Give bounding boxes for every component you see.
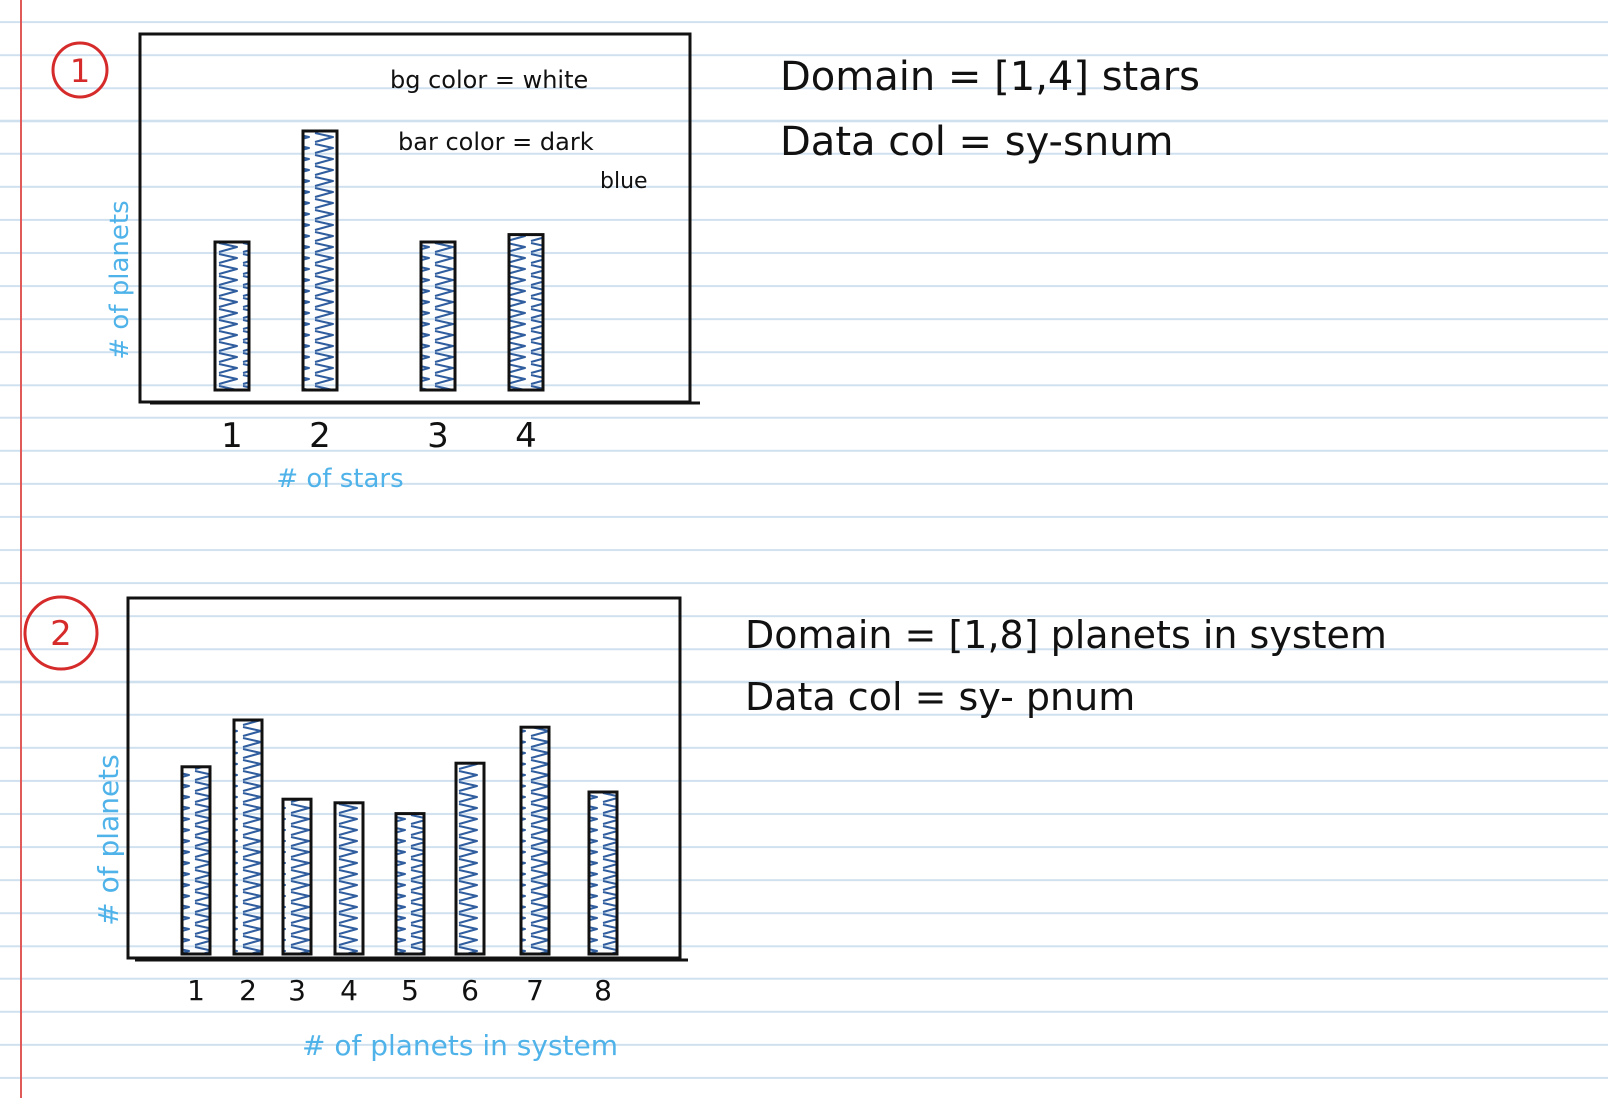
chart-2-bar-7	[519, 725, 551, 956]
chart-1-y-axis-label: # of planets	[105, 200, 135, 359]
chart-1-tick-label: 3	[427, 416, 449, 456]
chart-1-note-bar: bar color = dark	[398, 128, 594, 156]
sketch-1-number-circle	[51, 41, 109, 99]
chart-2-frame	[126, 596, 682, 960]
chart-1-bar-4	[507, 233, 545, 392]
sketch-2-number-circle	[23, 595, 99, 671]
chart-2-x-axis-label: # of planets in system	[302, 1029, 618, 1062]
chart-2-tick-label: 7	[526, 974, 544, 1007]
sketch-1: 1 bg color = white bar color = dark blue…	[51, 32, 1200, 494]
sketch-2-domain-text: Domain = [1,8] planets in system	[745, 613, 1387, 657]
chart-2-bar-4	[333, 801, 365, 956]
chart-2-tick-label: 1	[187, 974, 205, 1007]
chart-2-tick-label: 2	[239, 974, 257, 1007]
sketch-1-number: 1	[70, 52, 90, 90]
sketch-1-domain-text: Domain = [1,4] stars	[780, 54, 1200, 100]
chart-1-bar-3	[419, 240, 457, 392]
chart-1-bars	[213, 129, 545, 392]
chart-1-bar-2	[301, 129, 339, 392]
chart-2-bar-2	[232, 718, 264, 956]
sketch-2-data-col-text: Data col = sy- pnum	[745, 675, 1135, 719]
chart-2-tick-label: 3	[288, 974, 306, 1007]
chart-2-tick-label: 4	[340, 974, 358, 1007]
chart-2-tick-label: 5	[401, 974, 419, 1007]
chart-2-bar-8	[587, 790, 619, 956]
chart-1-x-axis-label: # of stars	[276, 464, 403, 494]
chart-2-bar-3	[281, 797, 313, 956]
chart-1-tick-label: 1	[221, 416, 243, 456]
chart-1-tick-labels: 1 2 3 4	[221, 416, 537, 456]
chart-1-note-blue: blue	[600, 169, 648, 194]
sketch-2-number: 2	[50, 614, 72, 654]
chart-1-note-bg: bg color = white	[390, 66, 588, 94]
chart-2-tick-label: 6	[461, 974, 479, 1007]
chart-2-bar-1	[180, 765, 212, 956]
chart-2-y-axis-label: # of planets	[92, 754, 125, 926]
chart-2-bar-5	[394, 812, 426, 956]
sketch-1-data-col-text: Data col = sy-snum	[780, 119, 1174, 165]
chart-1-bar-1	[213, 240, 251, 392]
notebook-margin-line	[20, 0, 22, 1098]
chart-1-tick-label: 4	[515, 416, 537, 456]
chart-2-tick-label: 8	[594, 974, 612, 1007]
chart-2-bars	[180, 718, 619, 956]
chart-1-tick-label: 2	[309, 416, 331, 456]
chart-2-bar-6	[454, 761, 486, 956]
